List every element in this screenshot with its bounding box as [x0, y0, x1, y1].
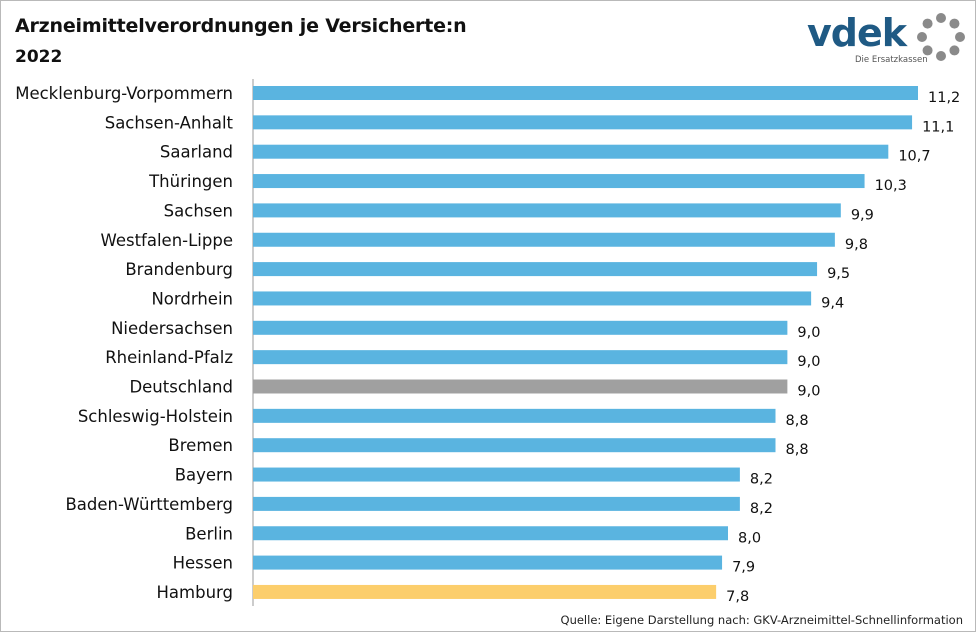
value-label: 8,8 [786, 442, 809, 458]
category-label: Thüringen [148, 172, 233, 191]
category-label: Westfalen-Lippe [100, 231, 233, 250]
value-label: 11,1 [922, 119, 954, 135]
value-label: 9,9 [851, 207, 874, 223]
category-label: Nordrhein [151, 289, 233, 308]
logo-dot [922, 45, 933, 56]
logo-dot [936, 51, 946, 61]
value-label: 9,4 [821, 295, 844, 311]
bar [253, 438, 776, 453]
chart-title: Arzneimittelverordnungen je Versicherte:… [15, 15, 467, 37]
logo-dot [955, 32, 965, 42]
value-label: 7,8 [726, 589, 749, 605]
logo-dot [949, 18, 960, 29]
logo-dot [936, 13, 946, 23]
bar [253, 526, 728, 541]
category-label: Berlin [185, 524, 233, 543]
category-label: Saarland [160, 143, 233, 162]
category-label: Sachsen [164, 201, 233, 220]
value-label: 9,0 [797, 354, 820, 370]
vdek-logo: vdek Die Ersatzkassen [807, 9, 969, 69]
value-label: 10,3 [875, 178, 907, 194]
bar [253, 144, 889, 159]
category-label: Schleswig-Holstein [78, 407, 233, 426]
value-label: 9,0 [797, 384, 820, 400]
category-label: Niedersachsen [111, 319, 233, 338]
category-label: Bremen [168, 436, 233, 455]
chart-subtitle: 2022 [15, 47, 63, 67]
bar [253, 379, 788, 394]
value-label: 8,2 [750, 501, 773, 517]
bar [253, 584, 717, 599]
value-label: 10,7 [898, 149, 930, 165]
logo-tagline: Die Ersatzkassen [855, 55, 928, 65]
bar [253, 262, 818, 277]
category-label: Brandenburg [125, 260, 233, 279]
value-label: 9,8 [845, 237, 868, 253]
logo-wordmark: vdek [807, 11, 907, 55]
bar [253, 555, 723, 570]
bar [253, 496, 740, 511]
bar [253, 467, 740, 482]
source-note: Quelle: Eigene Darstellung nach: GKV-Arz… [560, 613, 963, 627]
category-label: Mecklenburg-Vorpommern [15, 84, 233, 103]
category-label: Rheinland-Pfalz [105, 348, 233, 367]
category-label: Sachsen-Anhalt [105, 113, 234, 132]
bar [253, 86, 918, 100]
logo-ring-icon [917, 13, 965, 61]
category-label: Hessen [173, 554, 233, 573]
category-label: Hamburg [157, 583, 234, 602]
category-label: Deutschland [129, 378, 233, 397]
bar [253, 203, 841, 218]
logo-dot [917, 32, 927, 42]
bar [253, 320, 788, 335]
value-label: 7,9 [732, 560, 755, 576]
bar [253, 232, 835, 247]
logo-dot [949, 45, 960, 56]
bar [253, 350, 788, 365]
bar [253, 291, 812, 306]
value-label: 11,2 [928, 90, 960, 106]
category-label: Bayern [175, 466, 233, 485]
category-label: Baden-Württemberg [65, 495, 233, 514]
value-label: 8,0 [738, 530, 761, 546]
value-label: 9,5 [827, 266, 850, 282]
value-label: 8,2 [750, 472, 773, 488]
bar [253, 115, 913, 130]
bar [253, 174, 865, 189]
bar [253, 408, 776, 423]
value-label: 9,0 [797, 325, 820, 341]
value-label: 8,8 [786, 413, 809, 429]
logo-dot [922, 18, 933, 29]
